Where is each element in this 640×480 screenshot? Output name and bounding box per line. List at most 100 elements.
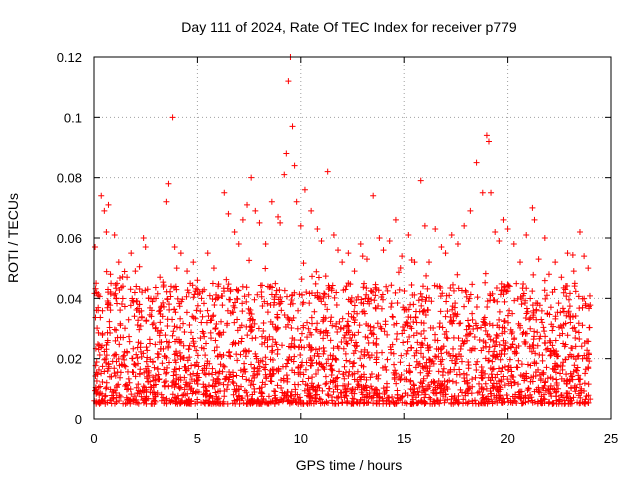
scatter-point-bg — [519, 285, 526, 292]
scatter-point-bg — [262, 354, 269, 361]
scatter-point-bg — [529, 399, 536, 406]
scatter-point-bg — [351, 319, 358, 326]
scatter-point-bg — [314, 350, 321, 357]
scatter-point-bg — [504, 312, 511, 319]
scatter-point-bg — [559, 366, 566, 373]
scatter-point-bg — [198, 319, 205, 326]
scatter-point-bg — [543, 292, 550, 299]
scatter-point-bg — [227, 296, 234, 303]
scatter-point-bg — [156, 376, 163, 383]
scatter-point-bg — [523, 330, 530, 337]
scatter-point-bg — [157, 307, 164, 314]
scatter-point-bg — [351, 302, 358, 309]
scatter-point-bg — [237, 324, 244, 331]
scatter-point-bg — [393, 380, 400, 387]
scatter-point-bg — [281, 287, 288, 294]
scatter-point-bg — [452, 360, 459, 367]
scatter-point-bg — [482, 279, 489, 286]
scatter-point-bg — [581, 380, 588, 387]
scatter-point-bg — [526, 316, 533, 323]
scatter-point-bg — [394, 299, 401, 306]
scatter-point — [421, 222, 428, 229]
scatter-point-bg — [515, 381, 522, 388]
scatter-point-bg — [417, 290, 424, 297]
scatter-point — [171, 244, 178, 251]
scatter-point-bg — [183, 379, 190, 386]
scatter-point-bg — [434, 397, 441, 404]
scatter-point-bg — [244, 392, 251, 399]
scatter-point-bg — [471, 334, 478, 341]
scatter-point-bg — [227, 288, 234, 295]
scatter-point-bg — [391, 376, 398, 383]
scatter-point-bg — [337, 324, 344, 331]
scatter-point-bg — [407, 377, 414, 384]
scatter-point-bg — [510, 373, 517, 380]
scatter-point-bg — [466, 295, 473, 302]
scatter-point-bg — [557, 322, 564, 329]
scatter-point-bg — [211, 302, 218, 309]
scatter-point-bg — [372, 292, 379, 299]
scatter-point-bg — [115, 381, 122, 388]
scatter-point-bg — [527, 378, 534, 385]
scatter-point-bg — [553, 376, 560, 383]
scatter-point-bg — [119, 295, 126, 302]
scatter-point-bg — [241, 293, 248, 300]
scatter-point-bg — [120, 353, 127, 360]
scatter-point-bg — [239, 308, 246, 315]
scatter-point-bg — [501, 298, 508, 305]
scatter-point-bg — [362, 333, 369, 340]
scatter-point-bg — [479, 375, 486, 382]
x-tick-label: 25 — [604, 431, 618, 446]
scatter-point-bg — [404, 338, 411, 345]
scatter-point-bg — [531, 328, 538, 335]
scatter-point-bg — [325, 385, 332, 392]
scatter-point-bg — [421, 394, 428, 401]
scatter-point-bg — [552, 313, 559, 320]
scatter-point-bg — [511, 379, 518, 386]
scatter-point-bg — [491, 348, 498, 355]
scatter-point-bg — [541, 379, 548, 386]
scatter-point-bg — [309, 374, 316, 381]
scatter-point-bg — [361, 310, 368, 317]
scatter-point-bg — [478, 372, 485, 379]
scatter-point — [345, 250, 352, 257]
scatter-point-bg — [200, 381, 207, 388]
scatter-point-bg — [252, 334, 259, 341]
scatter-point-bg — [160, 299, 167, 306]
scatter-point — [248, 174, 255, 181]
scatter-point-bg — [288, 324, 295, 331]
scatter-point-bg — [383, 283, 390, 290]
scatter-point-bg — [410, 390, 417, 397]
scatter-point-bg — [144, 347, 151, 354]
y-tick-label: 0.02 — [57, 352, 82, 367]
scatter-point — [252, 207, 259, 214]
scatter-point-bg — [164, 323, 171, 330]
scatter-point — [124, 274, 131, 281]
scatter-point-bg — [176, 340, 183, 347]
scatter-point-bg — [449, 306, 456, 313]
scatter-point-bg — [496, 308, 503, 315]
scatter-point-bg — [239, 300, 246, 307]
scatter-point-bg — [307, 347, 314, 354]
scatter-point-bg — [186, 354, 193, 361]
scatter-point-bg — [143, 318, 150, 325]
scatter-point-bg — [319, 387, 326, 394]
scatter-point-bg — [320, 294, 327, 301]
scatter-point-bg — [233, 351, 240, 358]
scatter-point-bg — [108, 400, 115, 407]
scatter-point-bg — [278, 385, 285, 392]
scatter-point-bg — [187, 371, 194, 378]
scatter-point-bg — [141, 369, 148, 376]
scatter-point-bg — [242, 353, 249, 360]
scatter-point-bg — [200, 345, 207, 352]
scatter-point-bg — [469, 400, 476, 407]
scatter-point-bg — [131, 289, 138, 296]
scatter-point-bg — [424, 372, 431, 379]
scatter-point-bg — [544, 375, 551, 382]
scatter-point-bg — [527, 295, 534, 302]
scatter-point-bg — [409, 392, 416, 399]
scatter-point-bg — [315, 367, 322, 374]
scatter-point-bg — [171, 306, 178, 313]
scatter-point-bg — [306, 393, 313, 400]
scatter-point-bg — [126, 338, 133, 345]
